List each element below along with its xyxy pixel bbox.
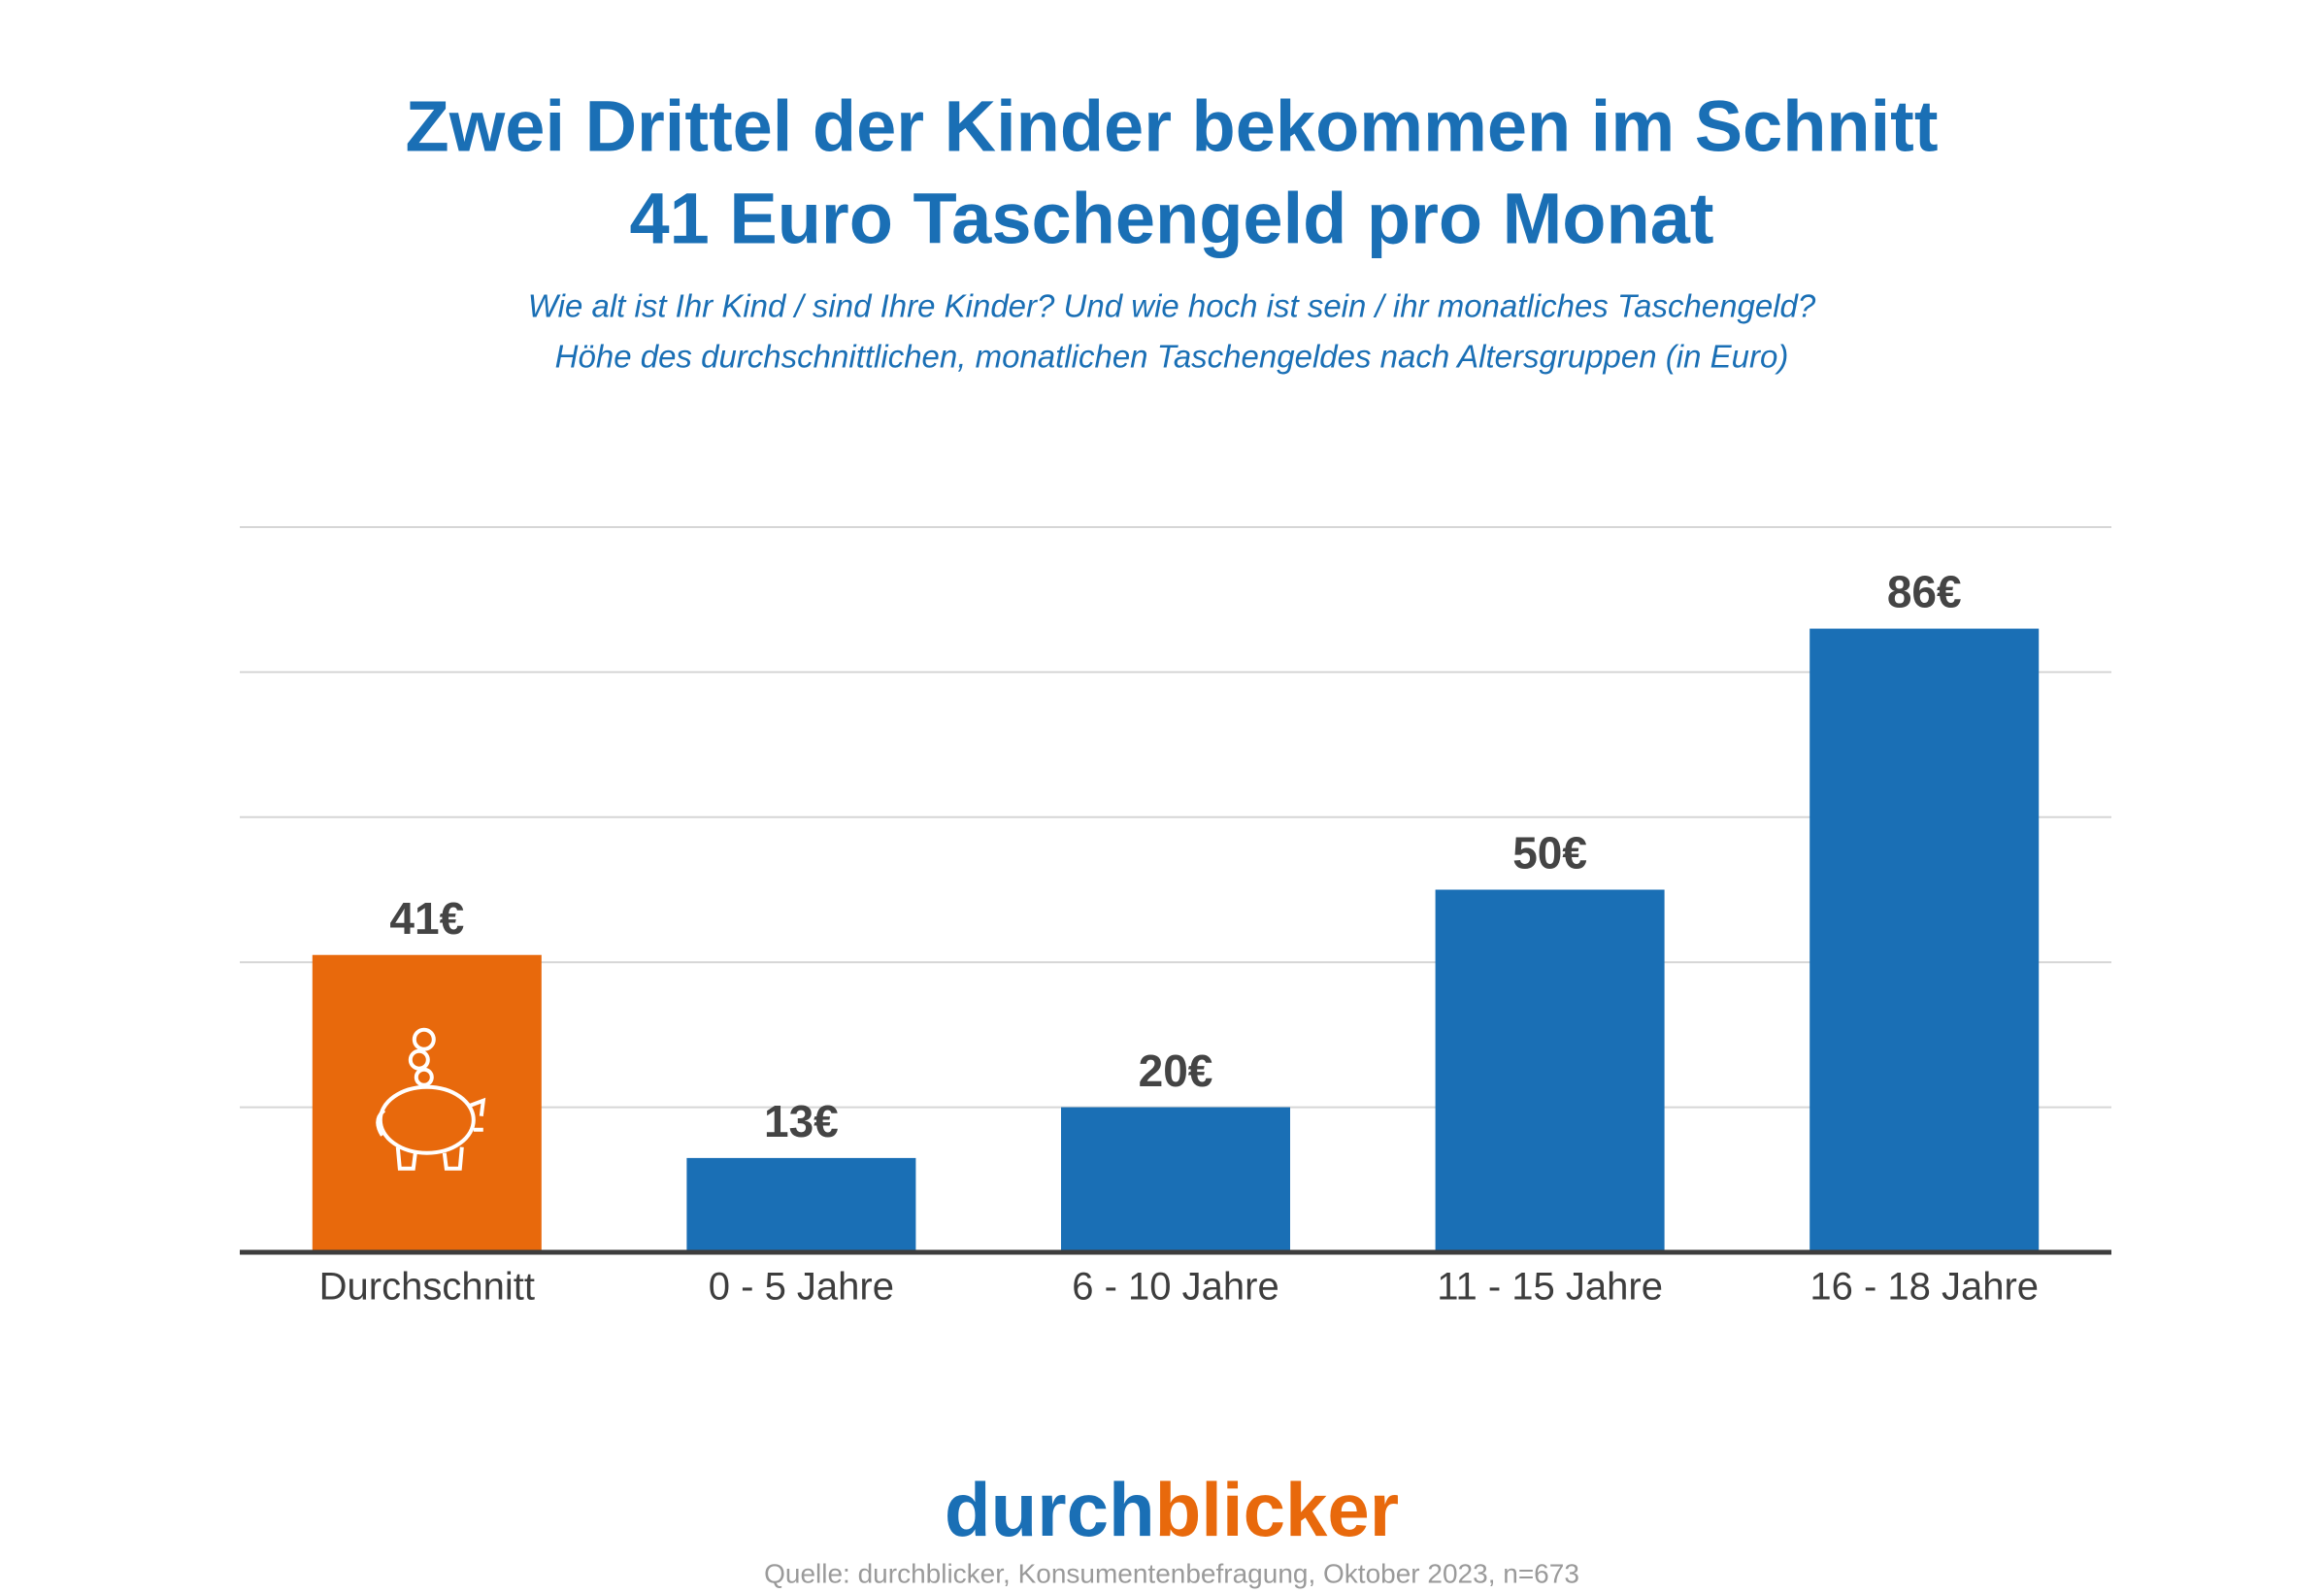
icon-part xyxy=(378,1084,476,1155)
value-label: 86€ xyxy=(1887,567,1962,617)
bar xyxy=(686,1157,916,1252)
chart-title: Zwei Drittel der Kinder bekommen im Schn… xyxy=(406,86,1939,167)
chart-subtitle: Höhe des durchschnittlichen, monatlichen… xyxy=(555,339,1789,375)
x-tick-label: 6 - 10 Jahre xyxy=(1072,1266,1278,1309)
icon-part xyxy=(408,1048,430,1071)
bar xyxy=(312,954,542,1252)
source: Quelle: durchblicker, Konsumentenbefragu… xyxy=(764,1558,1579,1588)
value-label: 41€ xyxy=(389,893,464,944)
value-label: 13€ xyxy=(764,1096,839,1146)
bar xyxy=(1435,889,1665,1252)
x-tick-label: Durchschnitt xyxy=(319,1266,535,1309)
value-label: 50€ xyxy=(1512,828,1587,879)
x-tick-label: 16 - 18 Jahre xyxy=(1809,1266,2039,1309)
logo-part: blicker xyxy=(1155,1467,1399,1552)
value-label: 20€ xyxy=(1139,1045,1213,1096)
logo-part: durch xyxy=(945,1467,1155,1552)
x-tick-label: 11 - 15 Jahre xyxy=(1437,1266,1663,1309)
chart-title: 41 Euro Taschengeld pro Monat xyxy=(629,179,1713,259)
bar xyxy=(1061,1107,1290,1252)
icon-part xyxy=(376,1097,486,1171)
icon-part xyxy=(412,1027,436,1051)
icon-part xyxy=(414,1067,434,1087)
chart-subtitle: Wie alt ist Ihr Kind / sind Ihre Kinder?… xyxy=(528,288,1816,324)
logo: durchblicker xyxy=(945,1467,1399,1552)
piggy-icon xyxy=(376,1027,486,1171)
bar xyxy=(1809,628,2040,1252)
x-tick-label: 0 - 5 Jahre xyxy=(709,1266,894,1309)
